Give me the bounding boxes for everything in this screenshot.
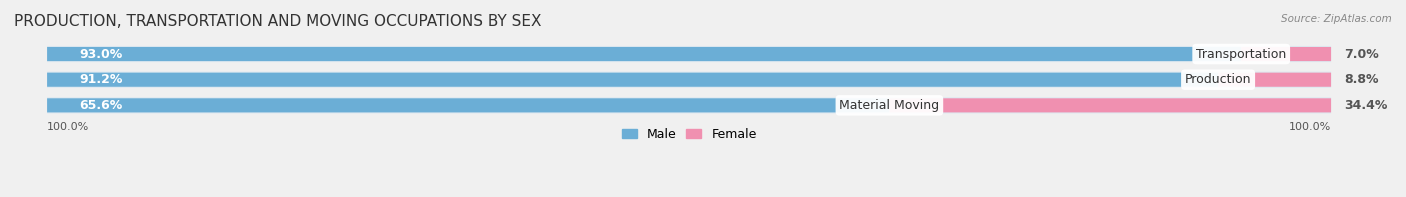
Text: 93.0%: 93.0% bbox=[79, 47, 122, 60]
FancyBboxPatch shape bbox=[46, 72, 1331, 88]
Legend: Male, Female: Male, Female bbox=[617, 123, 762, 146]
Text: Transportation: Transportation bbox=[1197, 47, 1286, 60]
Text: 100.0%: 100.0% bbox=[1289, 122, 1331, 132]
FancyBboxPatch shape bbox=[46, 47, 1241, 61]
Text: 8.8%: 8.8% bbox=[1344, 73, 1378, 86]
FancyBboxPatch shape bbox=[46, 46, 1331, 62]
Text: 65.6%: 65.6% bbox=[79, 99, 122, 112]
Text: Source: ZipAtlas.com: Source: ZipAtlas.com bbox=[1281, 14, 1392, 24]
FancyBboxPatch shape bbox=[46, 98, 890, 112]
FancyBboxPatch shape bbox=[46, 73, 1218, 87]
FancyBboxPatch shape bbox=[1241, 47, 1331, 61]
Text: Production: Production bbox=[1185, 73, 1251, 86]
Text: PRODUCTION, TRANSPORTATION AND MOVING OCCUPATIONS BY SEX: PRODUCTION, TRANSPORTATION AND MOVING OC… bbox=[14, 14, 541, 29]
Text: 7.0%: 7.0% bbox=[1344, 47, 1379, 60]
FancyBboxPatch shape bbox=[1218, 73, 1331, 87]
FancyBboxPatch shape bbox=[890, 98, 1331, 112]
Text: Material Moving: Material Moving bbox=[839, 99, 939, 112]
Text: 91.2%: 91.2% bbox=[79, 73, 122, 86]
FancyBboxPatch shape bbox=[46, 97, 1331, 113]
Text: 100.0%: 100.0% bbox=[46, 122, 90, 132]
Text: 34.4%: 34.4% bbox=[1344, 99, 1388, 112]
